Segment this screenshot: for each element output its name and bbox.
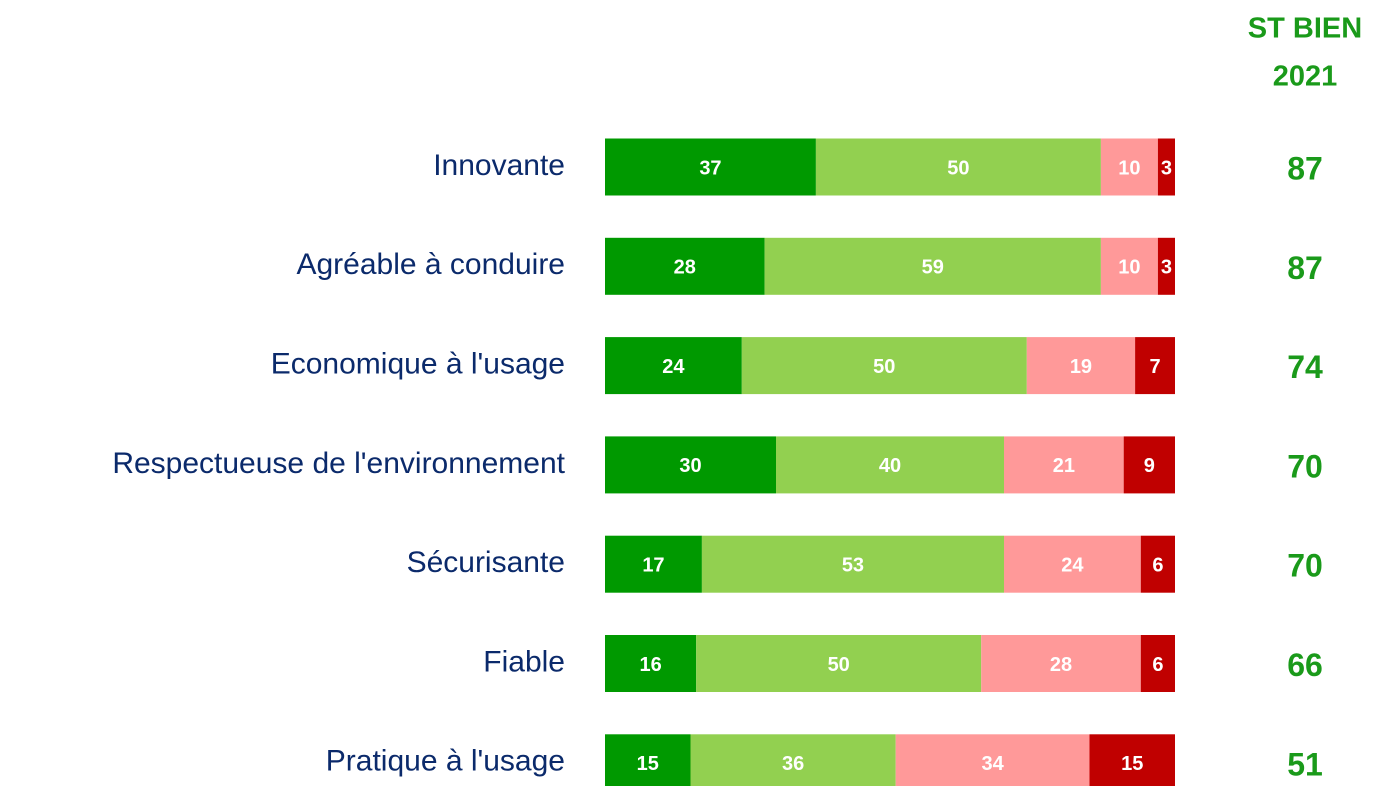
- bar-segment: [696, 635, 982, 692]
- value-label: 40: [879, 455, 901, 477]
- value-label: 50: [828, 654, 850, 676]
- bar-segment: [605, 138, 816, 196]
- bar-segment: [605, 635, 697, 692]
- value-label: 3: [1161, 257, 1172, 279]
- bar-segment: [1026, 337, 1136, 395]
- category-label: Fiable: [483, 645, 565, 678]
- value-label: 15: [637, 753, 659, 775]
- bar-segment: [815, 138, 1101, 196]
- bar-segment: [1004, 436, 1124, 494]
- bar-segment: [701, 535, 1004, 593]
- bar-segment: [764, 237, 1101, 295]
- value-label: 53: [842, 554, 864, 576]
- value-label: 37: [699, 157, 721, 179]
- value-label: 10: [1118, 257, 1140, 279]
- bar-segment: [1157, 237, 1175, 295]
- value-label: 10: [1118, 157, 1140, 179]
- category-label: Agréable à conduire: [296, 248, 565, 281]
- summary-header: ST BIEN: [1248, 13, 1362, 45]
- bar-segment: [1140, 535, 1175, 593]
- value-label: 36: [782, 753, 804, 775]
- bar-segment: [605, 734, 691, 786]
- summary-value: 87: [1287, 150, 1323, 186]
- bar-segment: [605, 535, 702, 593]
- value-label: 50: [947, 157, 969, 179]
- value-label: 16: [639, 654, 661, 676]
- value-label: 6: [1152, 654, 1163, 676]
- value-label: 9: [1144, 455, 1155, 477]
- category-label: Innovante: [433, 149, 565, 182]
- bar-segment: [1123, 436, 1175, 494]
- bar-segment: [1157, 138, 1175, 196]
- value-label: 24: [662, 356, 685, 378]
- bar-segment: [1089, 734, 1175, 786]
- bar-segment: [1135, 337, 1175, 395]
- summary-value: 87: [1287, 250, 1323, 286]
- summary-value: 66: [1287, 647, 1323, 683]
- summary-header: 2021: [1273, 61, 1338, 93]
- bar-segment: [895, 734, 1090, 786]
- bar-segment: [1100, 237, 1158, 295]
- value-label: 15: [1121, 753, 1143, 775]
- bar-segment: [1140, 635, 1175, 692]
- value-label: 7: [1149, 356, 1160, 378]
- summary-value: 70: [1287, 548, 1323, 584]
- category-label: Sécurisante: [407, 546, 565, 579]
- value-label: 21: [1053, 455, 1075, 477]
- bar-segment: [741, 337, 1027, 395]
- value-label: 28: [674, 257, 696, 279]
- value-label: 24: [1061, 554, 1084, 576]
- value-label: 34: [981, 753, 1004, 775]
- bar-segment: [605, 237, 765, 295]
- value-label: 30: [679, 455, 701, 477]
- value-label: 59: [922, 257, 944, 279]
- value-label: 28: [1050, 654, 1072, 676]
- value-label: 6: [1152, 554, 1163, 576]
- bar-segment: [981, 635, 1141, 692]
- value-label: 50: [873, 356, 895, 378]
- bar-segment: [605, 337, 742, 395]
- category-label: Pratique à l'usage: [326, 745, 565, 778]
- bar-segment: [605, 436, 776, 494]
- category-label: Respectueuse de l'environnement: [112, 447, 565, 480]
- value-label: 19: [1070, 356, 1092, 378]
- summary-value: 70: [1287, 448, 1323, 484]
- bar-segment: [1100, 138, 1158, 196]
- value-label: 3: [1161, 157, 1172, 179]
- bar-segment: [690, 734, 896, 786]
- summary-value: 74: [1287, 349, 1323, 385]
- value-label: 17: [642, 554, 664, 576]
- bar-segment: [1004, 535, 1141, 593]
- summary-value: 51: [1287, 746, 1323, 782]
- category-label: Economique à l'usage: [271, 348, 565, 381]
- bar-segment: [776, 436, 1004, 494]
